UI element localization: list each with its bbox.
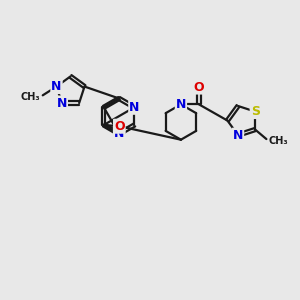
Text: N: N — [57, 97, 67, 110]
Text: CH₃: CH₃ — [21, 92, 40, 102]
Text: S: S — [250, 105, 260, 118]
Text: N: N — [233, 129, 243, 142]
Text: N: N — [129, 101, 140, 114]
Text: O: O — [114, 120, 124, 133]
Text: O: O — [194, 81, 204, 94]
Text: N: N — [51, 80, 62, 93]
Text: N: N — [114, 127, 124, 140]
Text: N: N — [176, 98, 186, 111]
Text: CH₃: CH₃ — [269, 136, 288, 146]
